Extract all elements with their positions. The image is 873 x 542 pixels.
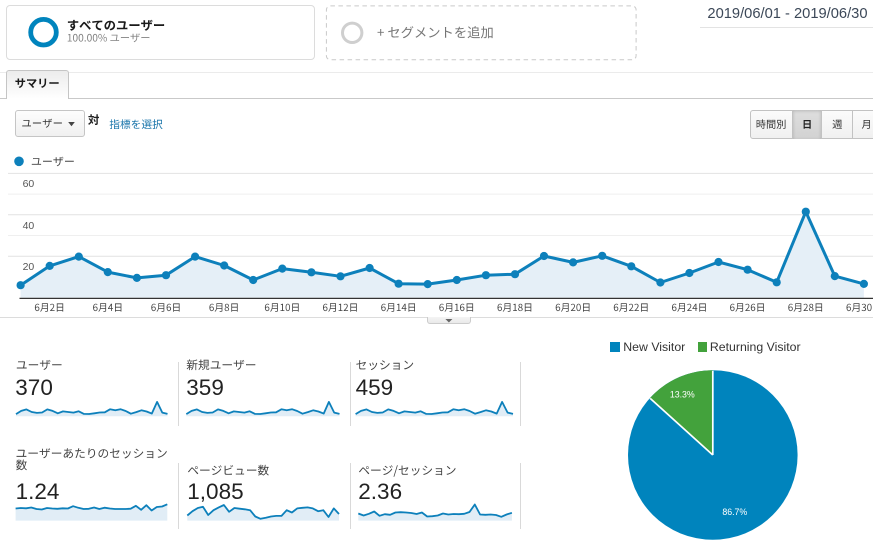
svg-text:13.3%: 13.3% — [670, 390, 695, 400]
svg-text:86.7%: 86.7% — [722, 507, 747, 517]
